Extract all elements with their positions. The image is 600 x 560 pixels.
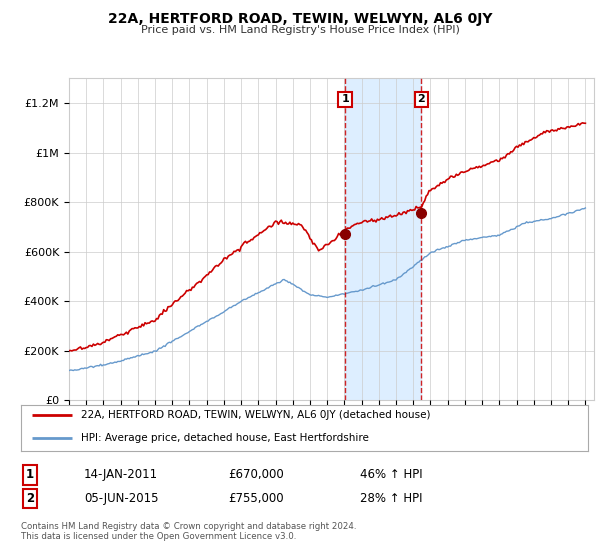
Text: Price paid vs. HM Land Registry's House Price Index (HPI): Price paid vs. HM Land Registry's House … bbox=[140, 25, 460, 35]
Text: 1: 1 bbox=[26, 468, 34, 482]
Text: 28% ↑ HPI: 28% ↑ HPI bbox=[360, 492, 422, 505]
Bar bbox=[345, 78, 421, 400]
Text: £670,000: £670,000 bbox=[228, 468, 284, 482]
Text: Contains HM Land Registry data © Crown copyright and database right 2024.
This d: Contains HM Land Registry data © Crown c… bbox=[21, 522, 356, 542]
Text: 14-JAN-2011: 14-JAN-2011 bbox=[84, 468, 158, 482]
Text: £755,000: £755,000 bbox=[228, 492, 284, 505]
Text: HPI: Average price, detached house, East Hertfordshire: HPI: Average price, detached house, East… bbox=[80, 433, 368, 443]
Text: 22A, HERTFORD ROAD, TEWIN, WELWYN, AL6 0JY: 22A, HERTFORD ROAD, TEWIN, WELWYN, AL6 0… bbox=[108, 12, 492, 26]
Text: 05-JUN-2015: 05-JUN-2015 bbox=[84, 492, 158, 505]
Text: 22A, HERTFORD ROAD, TEWIN, WELWYN, AL6 0JY (detached house): 22A, HERTFORD ROAD, TEWIN, WELWYN, AL6 0… bbox=[80, 410, 430, 420]
Text: 2: 2 bbox=[26, 492, 34, 505]
Text: 1: 1 bbox=[341, 95, 349, 105]
Text: 2: 2 bbox=[418, 95, 425, 105]
Text: 46% ↑ HPI: 46% ↑ HPI bbox=[360, 468, 422, 482]
